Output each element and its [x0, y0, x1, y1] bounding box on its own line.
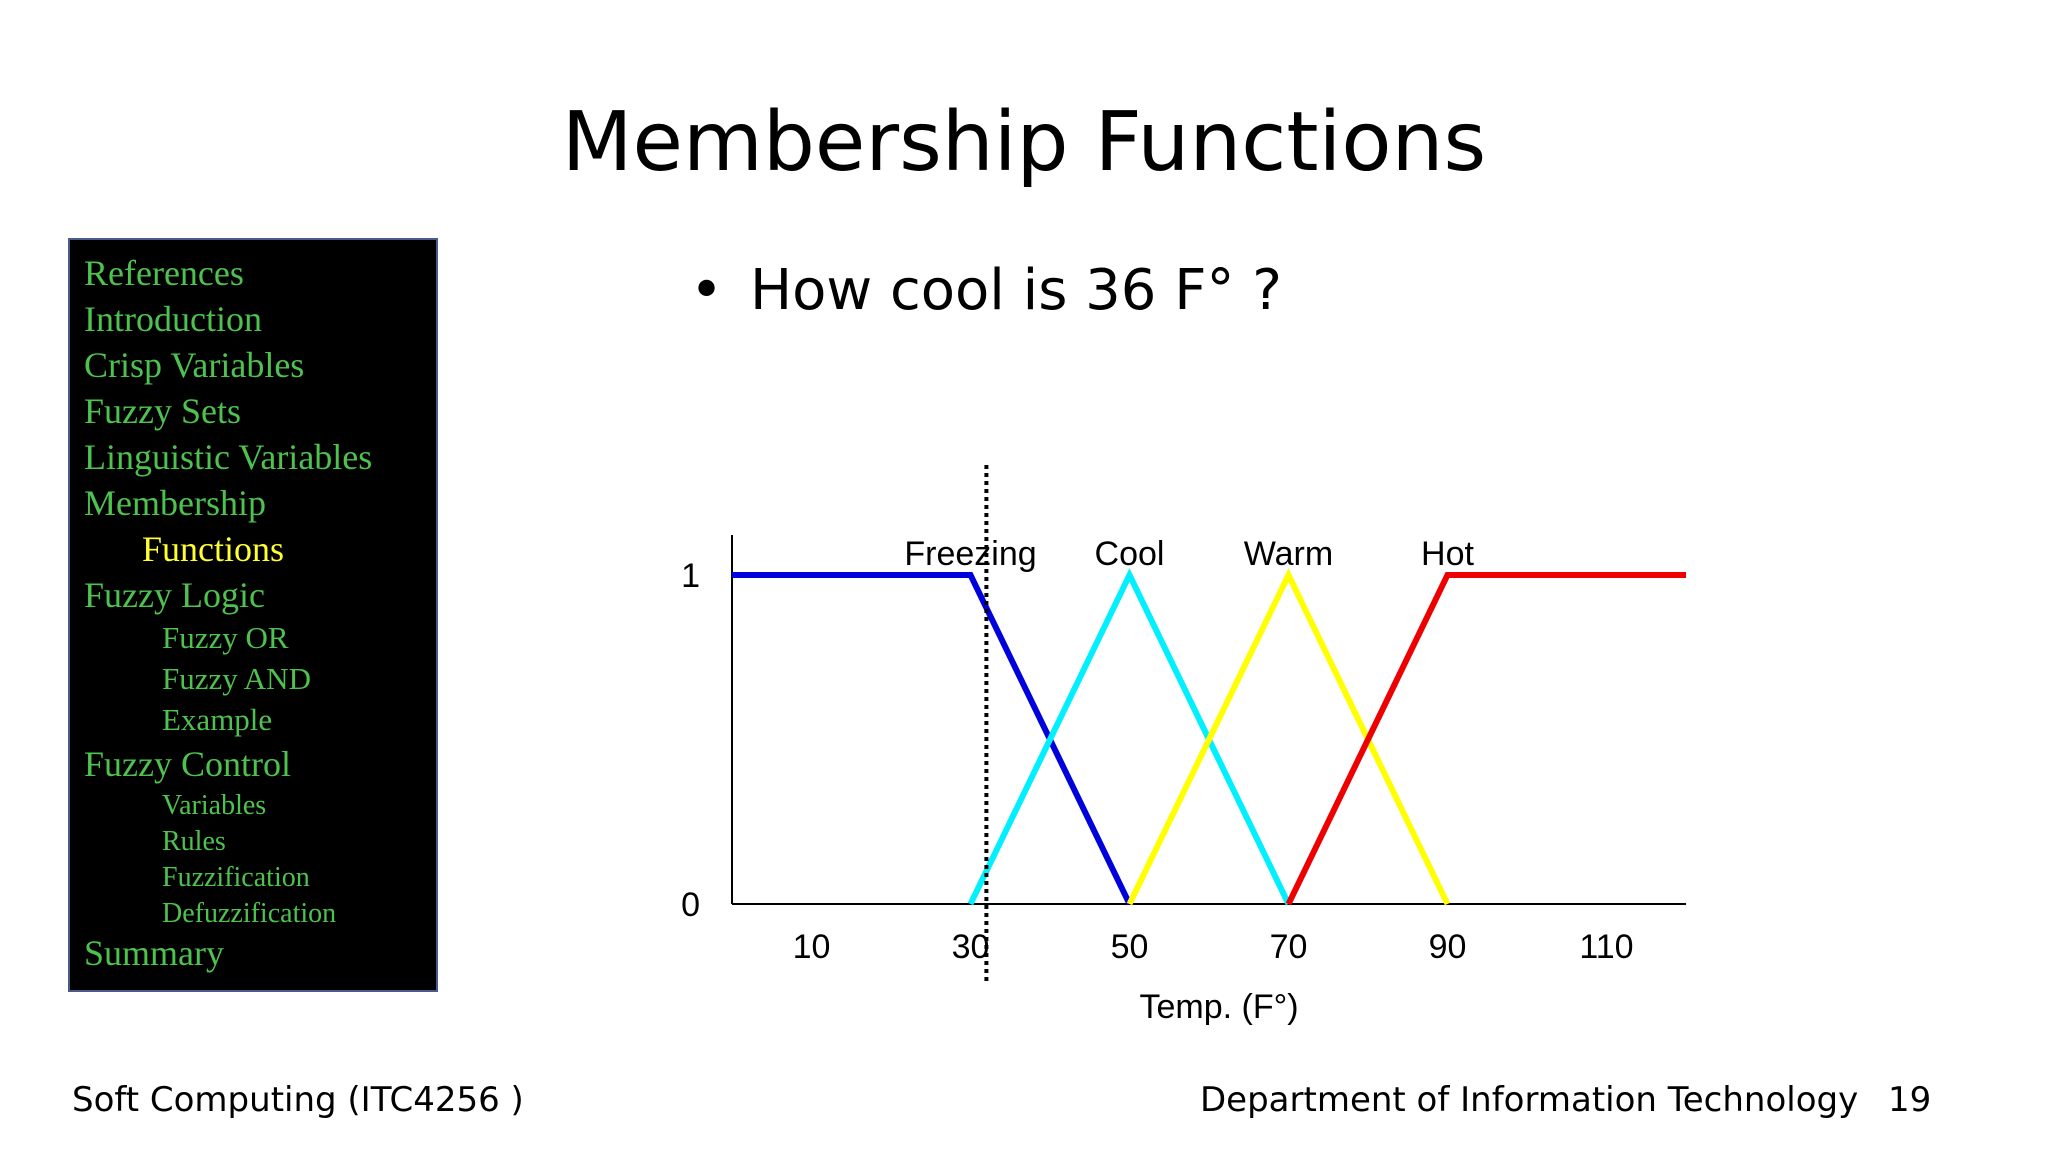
nav-item-fuzzy-control: Fuzzy Control [84, 744, 291, 784]
nav-item-summary: Summary [84, 933, 224, 973]
series-line-freezing [732, 572, 1133, 906]
nav-item-introduction: Introduction [84, 299, 262, 339]
series-label-freezing: Freezing [904, 535, 1036, 573]
series-line-hot [1285, 572, 1686, 906]
nav-item-fuzzy-sets: Fuzzy Sets [84, 391, 241, 431]
series-label-hot: Hot [1421, 535, 1474, 573]
nav-item-fuzzy-or: Fuzzy OR [162, 620, 289, 655]
footer-department: Department of Information Technology [1200, 1080, 1859, 1120]
nav-item-linguistic-variables: Linguistic Variables [84, 437, 373, 477]
nav-item-fuzzification: Fuzzification [162, 862, 310, 893]
nav-item-example: Example [162, 702, 273, 737]
series-label-cool: Cool [1095, 535, 1165, 573]
x-tick-label: 10 [793, 928, 831, 966]
nav-item-functions: Functions [142, 529, 285, 569]
series-label-warm: Warm [1244, 535, 1333, 573]
x-tick-label: 50 [1111, 928, 1149, 966]
nav-item-variables: Variables [162, 790, 267, 821]
series-line-warm [1126, 568, 1451, 906]
footer-course: Soft Computing (ITC4256 ) [72, 1080, 524, 1120]
x-axis-label: Temp. (F°) [1139, 988, 1298, 1026]
x-tick-label: 70 [1270, 928, 1308, 966]
x-tick-label: 90 [1429, 928, 1467, 966]
slide-title: Membership Functions [561, 95, 1487, 190]
bullet-point: • How cool is 36 F° ? [690, 258, 1282, 323]
nav-item-references: References [84, 253, 244, 293]
x-tick-label: 110 [1579, 928, 1633, 966]
bullet-text: How cool is 36 F° ? [750, 258, 1282, 323]
footer-page-number: 19 [1888, 1080, 1932, 1120]
nav-item-rules: Rules [162, 826, 226, 857]
x-tick-label: 30 [952, 928, 990, 966]
nav-item-fuzzy-and: Fuzzy AND [162, 661, 311, 696]
nav-item-fuzzy-logic: Fuzzy Logic [84, 575, 265, 615]
y-tick-label: 1 [681, 557, 700, 595]
series-line-cool [967, 568, 1292, 906]
bullet-dot-icon: • [690, 258, 724, 323]
y-tick-label: 0 [681, 886, 700, 924]
outline-panel: References Introduction Crisp Variables Fuz… [68, 238, 438, 992]
nav-item-membership: Membership [84, 483, 266, 523]
nav-item-crisp-variables: Crisp Variables [84, 345, 305, 385]
nav-item-defuzzification: Defuzzification [162, 898, 337, 929]
